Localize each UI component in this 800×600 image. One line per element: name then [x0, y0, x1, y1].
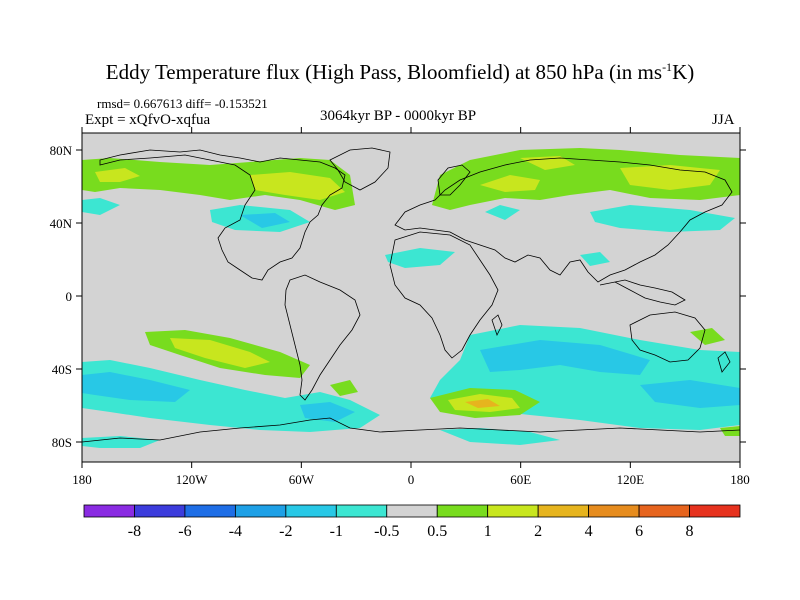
- colorbar-swatch: [638, 504, 690, 518]
- colorbar-label: 8: [686, 523, 694, 540]
- coast-antarctica: [82, 417, 740, 443]
- field-layer: [82, 133, 740, 462]
- colorbar-swatch: [83, 504, 135, 518]
- colorbar-swatch: [184, 504, 236, 518]
- colorbar-label: 6: [635, 523, 643, 540]
- lon-tick-label: 120W: [176, 472, 209, 487]
- map-title: Eddy Temperature flux (High Pass, Bloomf…: [105, 60, 695, 84]
- field-cyan-northwest-pacific: [590, 205, 735, 232]
- field-yellow-south-pacific: [170, 338, 270, 368]
- colorbar-swatch: [386, 504, 438, 518]
- colorbar-swatch: [234, 504, 287, 518]
- lon-tick-label: 0: [408, 472, 415, 487]
- coast-south-america: [284, 274, 361, 401]
- field-green-north-america: [82, 158, 355, 210]
- colorbar-swatch: [134, 504, 186, 518]
- colorbar-label: 0.5: [427, 523, 447, 540]
- field-green-eurasia: [432, 148, 740, 210]
- field-green-tasman: [690, 328, 725, 345]
- lat-tick-label: 80S: [52, 435, 72, 450]
- lon-tick-label: 180: [72, 472, 92, 487]
- coast-north-america: [99, 149, 346, 281]
- field-lightblue-drake: [300, 402, 355, 422]
- lon-tick-label: 120E: [617, 472, 645, 487]
- coast-madagascar: [491, 314, 503, 337]
- lat-tick-label: 40N: [50, 216, 73, 231]
- stats-label: rmsd= 0.667613 diff= -0.153521: [97, 96, 268, 111]
- coast-greenland: [329, 147, 391, 191]
- coast-new-zealand: [717, 351, 731, 373]
- coast-africa: [389, 231, 499, 359]
- period-label: 3064kyr BP - 0000kyr BP: [320, 108, 477, 124]
- colorbar-label: -0.5: [374, 523, 399, 540]
- lat-tick-label: 80N: [50, 143, 73, 158]
- field-cyan-subtropical-pacific: [580, 252, 610, 266]
- colorbar-label: -4: [229, 523, 242, 540]
- longitude-axis: 180 120W 60W 0 60E 120E 180: [72, 127, 750, 487]
- colorbar-swatch: [537, 504, 590, 518]
- latitude-axis: 80N 40N 0 40S 80S: [50, 143, 746, 450]
- field-yellow-eurasia: [480, 175, 540, 192]
- colorbar-label: -2: [279, 523, 292, 540]
- coast-eurasia: [394, 157, 733, 283]
- colorbar-label: 1: [484, 523, 492, 540]
- lat-tick-label: 0: [66, 289, 73, 304]
- experiment-label: Expt = xQfvO-xqfua: [85, 112, 211, 128]
- coastlines: [82, 147, 740, 443]
- colorbar-swatch: [436, 504, 489, 518]
- field-yellow-alaska: [95, 168, 140, 182]
- colorbar-label: -8: [128, 523, 141, 540]
- colorbar-swatch: [689, 504, 741, 518]
- field-green-antarctic-coast: [720, 426, 740, 436]
- field-yellow-north-america: [250, 172, 345, 200]
- field-cyan-subtropical-atlantic: [385, 248, 455, 268]
- field-cyan-antarctic-strip: [440, 428, 560, 445]
- lon-tick-label: 60W: [289, 472, 315, 487]
- colorbar-swatch: [285, 504, 337, 518]
- colorbar-label: 4: [585, 523, 593, 540]
- field-lightblue-south-pacific: [82, 372, 190, 402]
- field-cyan-north-pacific: [82, 198, 120, 215]
- colorbar-swatch: [487, 504, 539, 518]
- field-lightblue-north-atlantic: [240, 213, 290, 228]
- colorbar-swatch: [335, 504, 388, 518]
- colorbar-swatch: [588, 504, 640, 518]
- coast-scandinavia: [437, 164, 471, 196]
- lat-tick-label: 40S: [52, 362, 72, 377]
- colorbar-label: -6: [178, 523, 191, 540]
- lon-tick-label: 60E: [510, 472, 531, 487]
- coast-australia: [629, 311, 706, 363]
- field-green-southeast-pacific: [330, 380, 358, 396]
- field-lightblue-indian-ocean: [480, 340, 650, 375]
- field-cyan-europe: [485, 205, 520, 220]
- colorbar: -8 -6 -4 -2 -1 -0.5 0.5 1 2 4 6 8: [83, 504, 741, 540]
- colorbar-label: -1: [330, 523, 343, 540]
- field-lightblue-south-australia: [640, 380, 740, 408]
- field-orange-south-atlantic: [465, 399, 500, 408]
- season-label: JJA: [712, 112, 735, 128]
- lon-tick-label: 180: [730, 472, 750, 487]
- colorbar-label: 2: [534, 523, 542, 540]
- coast-southeast-asia: [599, 279, 686, 306]
